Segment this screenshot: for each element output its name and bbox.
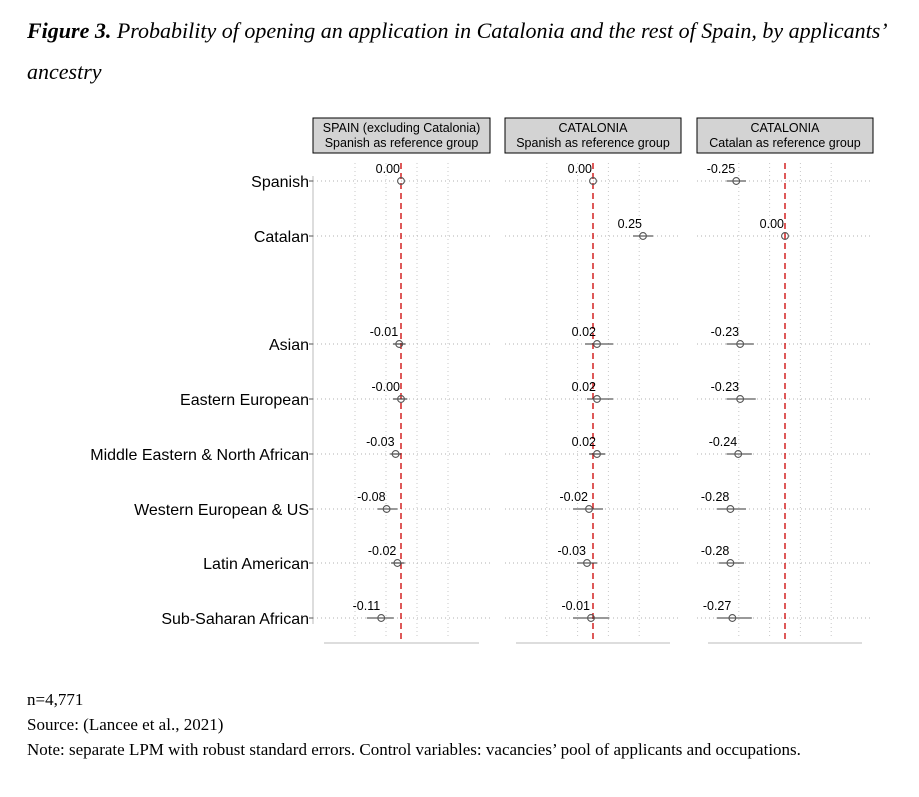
method-note: Note: separate LPM with robust standard … (27, 740, 801, 759)
panel-3-label-catalan: 0.00 (760, 217, 784, 231)
panel-3-title-line2: Catalan as reference group (709, 136, 861, 150)
panel-2-title-line2: Spanish as reference group (516, 136, 670, 150)
panel-1-point-eastern-european (397, 395, 405, 403)
panel-3-label-latin-american: -0.28 (701, 544, 730, 558)
panel-1-title-line1: SPAIN (excluding Catalonia) (323, 121, 480, 135)
panel-2-label-eastern-european: 0.02 (572, 380, 596, 394)
panel-2-point-western-european-us (585, 505, 593, 513)
panel-2-label-sub-saharan-african: -0.01 (562, 599, 591, 613)
panel-2-point-latin-american (583, 559, 591, 567)
coefficient-plot: Spanish Catalan Asian Eastern European Middl… (90, 117, 874, 644)
panel-1-label-spanish: 0.00 (376, 162, 400, 176)
panel-3-header (696, 117, 874, 154)
panel-1-point-middle-eastern-north-african (391, 450, 400, 458)
category-label-catalan: Catalan (254, 229, 309, 246)
panel-1-point-asian (395, 340, 404, 348)
panel-1-label-eastern-european: -0.00 (372, 380, 401, 394)
panel-1-point-sub-saharan-african (377, 614, 386, 622)
panel-1-title-line2: Spanish as reference group (325, 136, 479, 150)
panel-3-label-spanish: -0.25 (707, 162, 736, 176)
category-label-sub-saharan-african: Sub-Saharan African (161, 611, 309, 628)
panel-2-point-catalan (639, 232, 647, 240)
panel-2-point-asian (593, 340, 601, 348)
panel-2-label-catalan: 0.25 (618, 217, 642, 231)
category-label-asian: Asian (269, 337, 309, 354)
panel-3-point-catalan (781, 232, 789, 240)
sample-size-note: n=4,771 (27, 690, 84, 709)
figure-notes: n=4,771 Source: (Lancee et al., 2021) No… (27, 687, 887, 762)
panel-3-point-spanish (732, 177, 741, 185)
panel-2-header (504, 117, 682, 154)
panel-2-point-eastern-european (593, 395, 601, 403)
category-label-latin-american: Latin American (203, 556, 309, 573)
panel-3-title-line1: CATALONIA (751, 121, 821, 135)
category-label-western-european-us: Western European & US (134, 502, 309, 519)
panel-2-point-sub-saharan-african (587, 614, 595, 622)
category-label-spanish: Spanish (251, 174, 309, 191)
category-label-eastern-european: Eastern European (180, 392, 309, 409)
figure-label: Figure 3. (27, 18, 112, 43)
panel-3-point-asian (736, 340, 745, 348)
figure-title: Probability of opening an application in… (27, 18, 886, 84)
panel-2-label-western-european-us: -0.02 (560, 490, 589, 504)
panel-2-label-latin-american: -0.03 (558, 544, 587, 558)
panel-2-label-spanish: 0.00 (568, 162, 592, 176)
source-note: Source: (Lancee et al., 2021) (27, 715, 224, 734)
panel-2-point-spanish (589, 177, 597, 185)
panel-1-label-latin-american: -0.02 (368, 544, 397, 558)
panel-1-label-asian: -0.01 (370, 325, 399, 339)
panel-2-point-middle-eastern-north-african (593, 450, 601, 458)
panel-1-point-western-european-us (382, 505, 391, 513)
panel-2-title-line1: CATALONIA (559, 121, 629, 135)
panel-3-point-western-european-us (726, 505, 735, 513)
panel-1-label-middle-eastern-north-african: -0.03 (366, 435, 395, 449)
category-label-middle-eastern-north-african: Middle Eastern & North African (90, 447, 309, 464)
panel-1-point-latin-american (393, 559, 402, 567)
panel-3-label-middle-eastern-north-african: -0.24 (709, 435, 738, 449)
panel-3-label-eastern-european: -0.23 (711, 380, 740, 394)
panel-3-point-latin-american (726, 559, 735, 567)
panel-2-label-asian: 0.02 (572, 325, 596, 339)
panel-3-label-sub-saharan-african: -0.27 (703, 599, 732, 613)
panel-3-point-middle-eastern-north-african (734, 450, 743, 458)
panel-1-label-sub-saharan-african: -0.11 (353, 599, 381, 613)
panel-1-point-spanish (397, 177, 405, 185)
panel-3-label-asian: -0.23 (711, 325, 740, 339)
panel-1-label-western-european-us: -0.08 (357, 490, 386, 504)
panel-3-point-sub-saharan-african (728, 614, 737, 622)
panel-3-point-eastern-european (736, 395, 745, 403)
panel-3-label-western-european-us: -0.28 (701, 490, 730, 504)
panel-1-header (312, 117, 491, 154)
figure-caption: Figure 3. Probability of opening an appl… (27, 10, 887, 92)
panel-2-label-middle-eastern-north-african: 0.02 (572, 435, 596, 449)
